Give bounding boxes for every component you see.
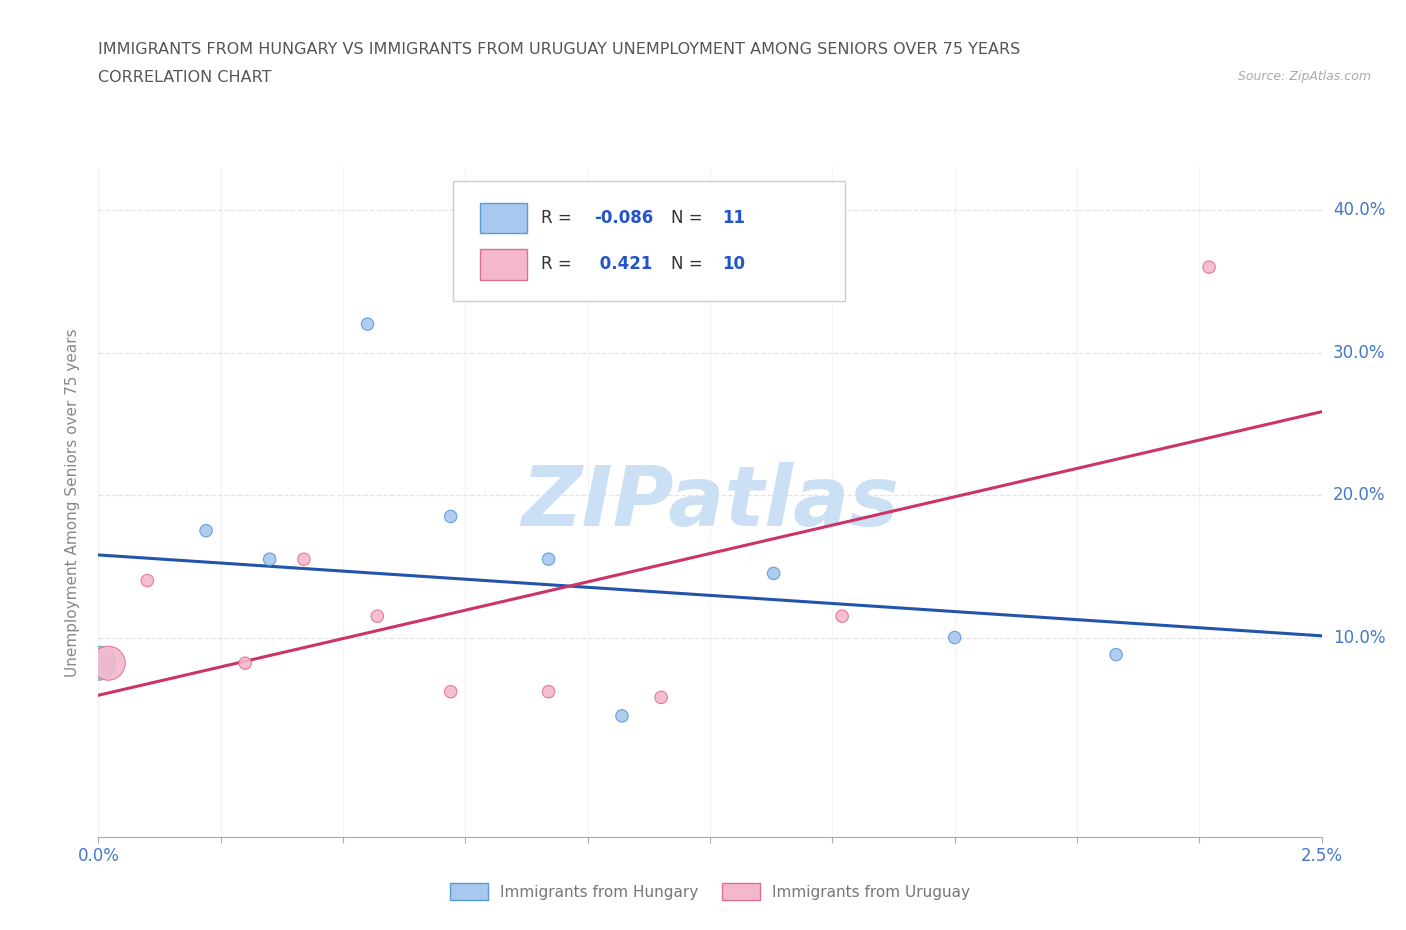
Text: 0.421: 0.421 <box>593 256 652 273</box>
FancyBboxPatch shape <box>479 249 526 280</box>
Text: 40.0%: 40.0% <box>1333 201 1385 219</box>
Point <box>136 573 159 588</box>
Point <box>943 631 966 645</box>
Text: 20.0%: 20.0% <box>1333 486 1385 504</box>
Point <box>610 709 633 724</box>
Text: CORRELATION CHART: CORRELATION CHART <box>98 70 271 85</box>
Point <box>97 656 120 671</box>
Text: -0.086: -0.086 <box>593 208 652 227</box>
Text: 11: 11 <box>723 208 745 227</box>
Point <box>259 551 281 566</box>
Point <box>1105 647 1128 662</box>
Point <box>440 684 463 699</box>
Text: R =: R = <box>541 208 578 227</box>
Point <box>87 656 110 671</box>
Point <box>537 551 560 566</box>
FancyBboxPatch shape <box>479 203 526 232</box>
Point <box>366 609 388 624</box>
Point <box>195 524 218 538</box>
Point <box>537 684 560 699</box>
Text: 30.0%: 30.0% <box>1333 343 1385 362</box>
Legend: Immigrants from Hungary, Immigrants from Uruguay: Immigrants from Hungary, Immigrants from… <box>444 876 976 907</box>
Point <box>650 690 672 705</box>
Point <box>233 656 256 671</box>
Point <box>440 509 463 524</box>
Text: IMMIGRANTS FROM HUNGARY VS IMMIGRANTS FROM URUGUAY UNEMPLOYMENT AMONG SENIORS OV: IMMIGRANTS FROM HUNGARY VS IMMIGRANTS FR… <box>98 42 1021 57</box>
Point <box>762 566 785 581</box>
Text: 10.0%: 10.0% <box>1333 629 1385 646</box>
Text: ZIPatlas: ZIPatlas <box>522 461 898 543</box>
Point <box>97 656 120 671</box>
Point <box>356 317 378 332</box>
Text: Source: ZipAtlas.com: Source: ZipAtlas.com <box>1237 70 1371 83</box>
Text: N =: N = <box>671 208 707 227</box>
Text: R =: R = <box>541 256 578 273</box>
Point <box>292 551 315 566</box>
Y-axis label: Unemployment Among Seniors over 75 years: Unemployment Among Seniors over 75 years <box>65 328 80 676</box>
Point <box>831 609 853 624</box>
Text: N =: N = <box>671 256 707 273</box>
FancyBboxPatch shape <box>453 180 845 301</box>
Point <box>1198 259 1220 274</box>
Text: 10: 10 <box>723 256 745 273</box>
